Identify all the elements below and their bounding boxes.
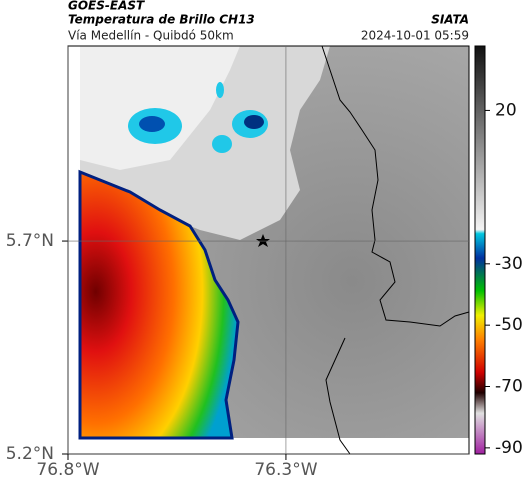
source: GOES-EAST <box>68 0 145 13</box>
colorbar <box>474 45 486 455</box>
x-tick-label: 76.8°W <box>36 460 99 480</box>
y-tick-label: 5.2°N <box>6 444 54 464</box>
title: Temperatura de Brillo CH13 <box>68 13 255 27</box>
satellite-image <box>68 45 470 455</box>
cold-cloud-cell <box>216 82 224 98</box>
y-tick-label: 5.7°N <box>6 231 54 251</box>
subtitle: Vía Medellín - Quibdó 50km <box>68 29 234 43</box>
convective-core <box>78 169 240 440</box>
brand: SIATA <box>431 13 469 27</box>
colorbar-label: -50 <box>495 315 523 335</box>
cold-cloud-cell <box>212 135 232 153</box>
cold-cloud-cell <box>244 115 264 129</box>
colorbar-label: -90 <box>495 438 523 458</box>
cold-cloud <box>80 46 240 170</box>
colorbar-label: -30 <box>495 254 523 274</box>
cold-cloud-cell <box>139 116 165 132</box>
colorbar-label: -70 <box>495 377 523 397</box>
x-tick-label: 76.3°W <box>254 460 317 480</box>
colorbar-label: 20 <box>495 100 517 120</box>
axes: 5.2°N 5.7°N 76.8°W 76.3°W 20 -30 -50 -70 -90 <box>6 46 523 480</box>
timestamp: 2024-10-01 05:59 <box>361 29 469 43</box>
location-marker <box>256 234 270 247</box>
boundary <box>325 337 351 455</box>
boundary <box>321 45 470 327</box>
